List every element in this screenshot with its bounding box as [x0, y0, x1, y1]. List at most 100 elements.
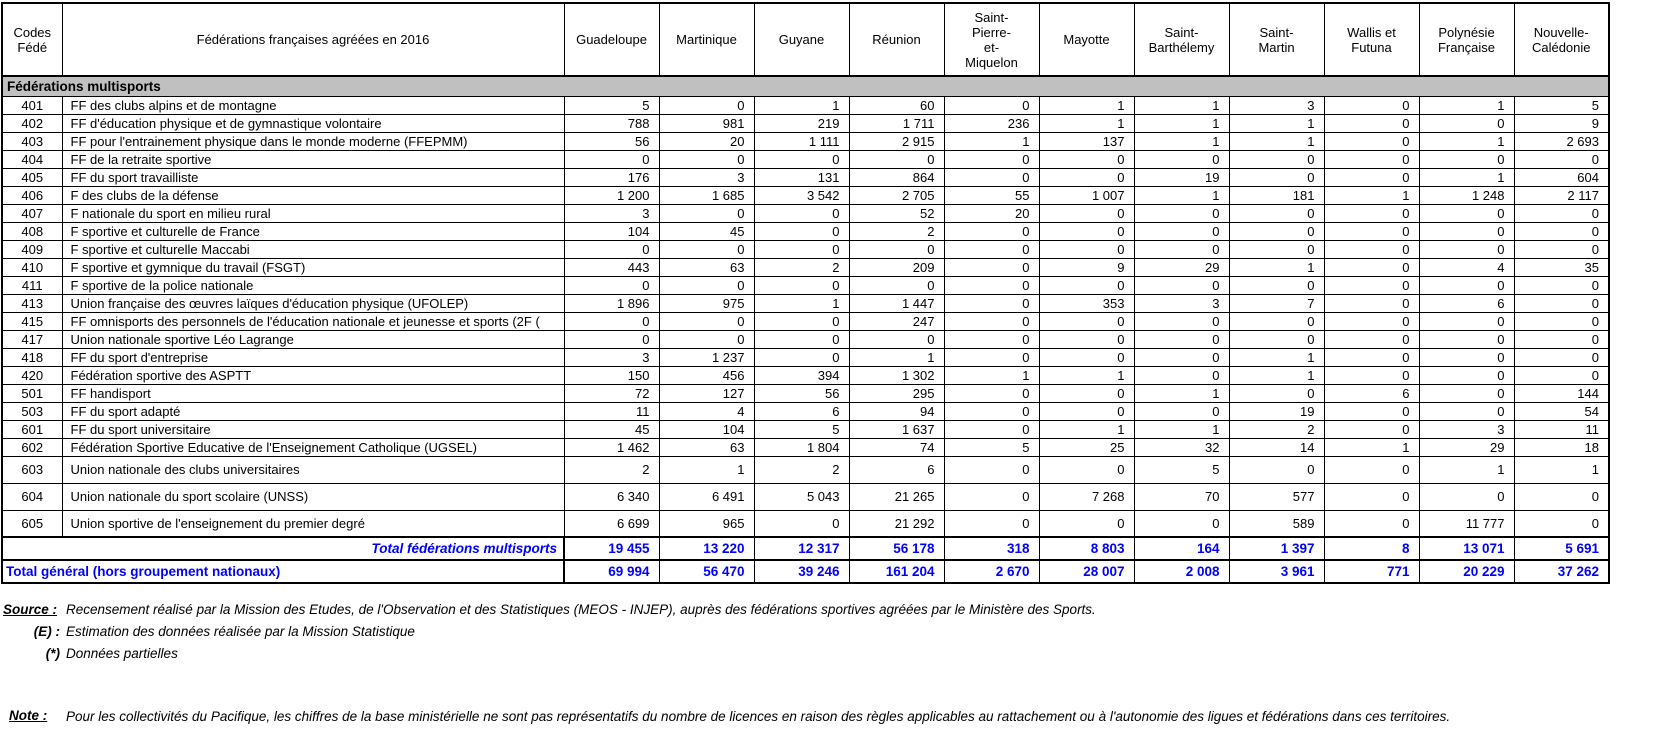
federation-row: 410 F sportive et gymnique du travail (FS… — [1, 257, 1610, 277]
value-cell: 94 — [848, 401, 945, 421]
value-cell: 0 — [1038, 221, 1135, 241]
federation-name: Union sportive de l'enseignement du prem… — [61, 509, 565, 538]
value-cell: 45 — [658, 221, 755, 241]
federation-code: 417 — [1, 329, 63, 349]
value-cell: 2 705 — [848, 185, 945, 205]
value-cell: 1 — [753, 95, 850, 115]
value-cell: 60 — [848, 95, 945, 115]
value-cell: 864 — [848, 167, 945, 187]
value-cell: 0 — [943, 293, 1040, 313]
federation-code: 401 — [1, 95, 63, 115]
value-cell: 176 — [563, 167, 660, 187]
value-cell: 1 237 — [658, 347, 755, 367]
value-cell: 0 — [658, 329, 755, 349]
value-cell: 14 — [1228, 437, 1325, 457]
value-cell: 0 — [658, 311, 755, 331]
value-cell: 0 — [1323, 221, 1420, 241]
value-cell: 0 — [658, 95, 755, 115]
value-cell: 0 — [1038, 455, 1135, 484]
federation-name: F des clubs de la défense — [61, 185, 565, 205]
value-cell: 5 — [1513, 95, 1610, 115]
value-cell: 0 — [753, 329, 850, 349]
value-cell: 0 — [1323, 275, 1420, 295]
value-cell: 1 447 — [848, 293, 945, 313]
value-cell: 6 699 — [563, 509, 660, 538]
column-header-territory: Saint- Martin — [1228, 2, 1325, 77]
table-body: Fédérations multisports 401 FF des clubs … — [1, 75, 1610, 538]
federation-name: Fédération sportive des ASPTT — [61, 365, 565, 385]
value-cell: 0 — [1133, 221, 1230, 241]
value-cell: 63 — [658, 437, 755, 457]
value-cell: 1 111 — [753, 131, 850, 151]
value-cell: 975 — [658, 293, 755, 313]
value-cell: 0 — [1513, 203, 1610, 223]
value-cell: 1 — [1038, 113, 1135, 133]
value-cell: 394 — [753, 365, 850, 385]
value-cell: 1 200 — [563, 185, 660, 205]
value-cell: 0 — [1038, 203, 1135, 223]
federation-row: 405 FF du sport travailliste 176 3 131 864 0 0 1… — [1, 167, 1610, 187]
column-header-territory: Polynésie Française — [1418, 2, 1515, 77]
value-cell: 127 — [658, 383, 755, 403]
value-cell: 0 — [1133, 239, 1230, 259]
value-cell: 54 — [1513, 401, 1610, 421]
value-cell: 965 — [658, 509, 755, 538]
value-cell: 1 — [1228, 131, 1325, 151]
value-cell: 1 — [1418, 167, 1515, 187]
value-cell: 0 — [1038, 167, 1135, 187]
value-cell: 247 — [848, 311, 945, 331]
column-header-territory: Guadeloupe — [563, 2, 660, 77]
federation-name: FF du sport universitaire — [61, 419, 565, 439]
value-cell: 0 — [1513, 293, 1610, 313]
value-cell: 0 — [943, 257, 1040, 277]
value-cell: 52 — [848, 203, 945, 223]
value-cell: 0 — [943, 482, 1040, 511]
value-cell: 0 — [1418, 329, 1515, 349]
value-cell: 0 — [1133, 329, 1230, 349]
column-header-territory: Nouvelle- Calédonie — [1513, 2, 1610, 77]
value-cell: 6 — [1418, 293, 1515, 313]
source-label: Source : — [3, 602, 58, 617]
value-cell: 2 — [753, 455, 850, 484]
value-cell: 0 — [1418, 221, 1515, 241]
value-cell: 72 — [563, 383, 660, 403]
value-cell: 1 — [753, 293, 850, 313]
value-cell: 0 — [1323, 95, 1420, 115]
value-cell: 7 268 — [1038, 482, 1135, 511]
federation-row: 407 F nationale du sport en milieu rural 3… — [1, 203, 1610, 223]
column-header-federation-name: Fédérations françaises agréées en 2016 — [61, 2, 565, 77]
value-cell: 1 804 — [753, 437, 850, 457]
total-value-cell: 37 262 — [1513, 559, 1610, 584]
value-cell: 0 — [943, 239, 1040, 259]
federation-row: 406 F des clubs de la défense 1 200 1 685 3 … — [1, 185, 1610, 205]
total-value-cell: 39 246 — [753, 559, 850, 584]
value-cell: 7 — [1228, 293, 1325, 313]
total-value-cell: 28 007 — [1038, 559, 1135, 584]
value-cell: 2 — [1228, 419, 1325, 439]
value-cell: 0 — [943, 455, 1040, 484]
value-cell: 3 — [563, 347, 660, 367]
value-cell: 11 777 — [1418, 509, 1515, 538]
federation-code: 601 — [1, 419, 63, 439]
value-cell: 0 — [1418, 203, 1515, 223]
source-line: Source : Recensement réalisé par la Miss… — [1, 599, 1661, 621]
value-cell: 3 542 — [753, 185, 850, 205]
value-cell: 0 — [1323, 401, 1420, 421]
column-header-territory: Wallis et Futuna — [1323, 2, 1420, 77]
value-cell: 788 — [563, 113, 660, 133]
value-cell: 604 — [1513, 167, 1610, 187]
value-cell: 18 — [1513, 437, 1610, 457]
federation-name: Fédération Sportive Educative de l'Ensei… — [61, 437, 565, 457]
value-cell: 0 — [943, 383, 1040, 403]
value-cell: 0 — [1133, 365, 1230, 385]
federation-code: 402 — [1, 113, 63, 133]
federation-row: 408 F sportive et culturelle de France 104… — [1, 221, 1610, 241]
note-text: Pour les collectivités du Pacifique, les… — [66, 709, 1451, 724]
value-cell: 35 — [1513, 257, 1610, 277]
value-cell: 0 — [848, 275, 945, 295]
value-cell: 45 — [563, 419, 660, 439]
value-cell: 0 — [848, 239, 945, 259]
value-cell: 0 — [563, 311, 660, 331]
value-cell: 0 — [1513, 221, 1610, 241]
value-cell: 150 — [563, 365, 660, 385]
